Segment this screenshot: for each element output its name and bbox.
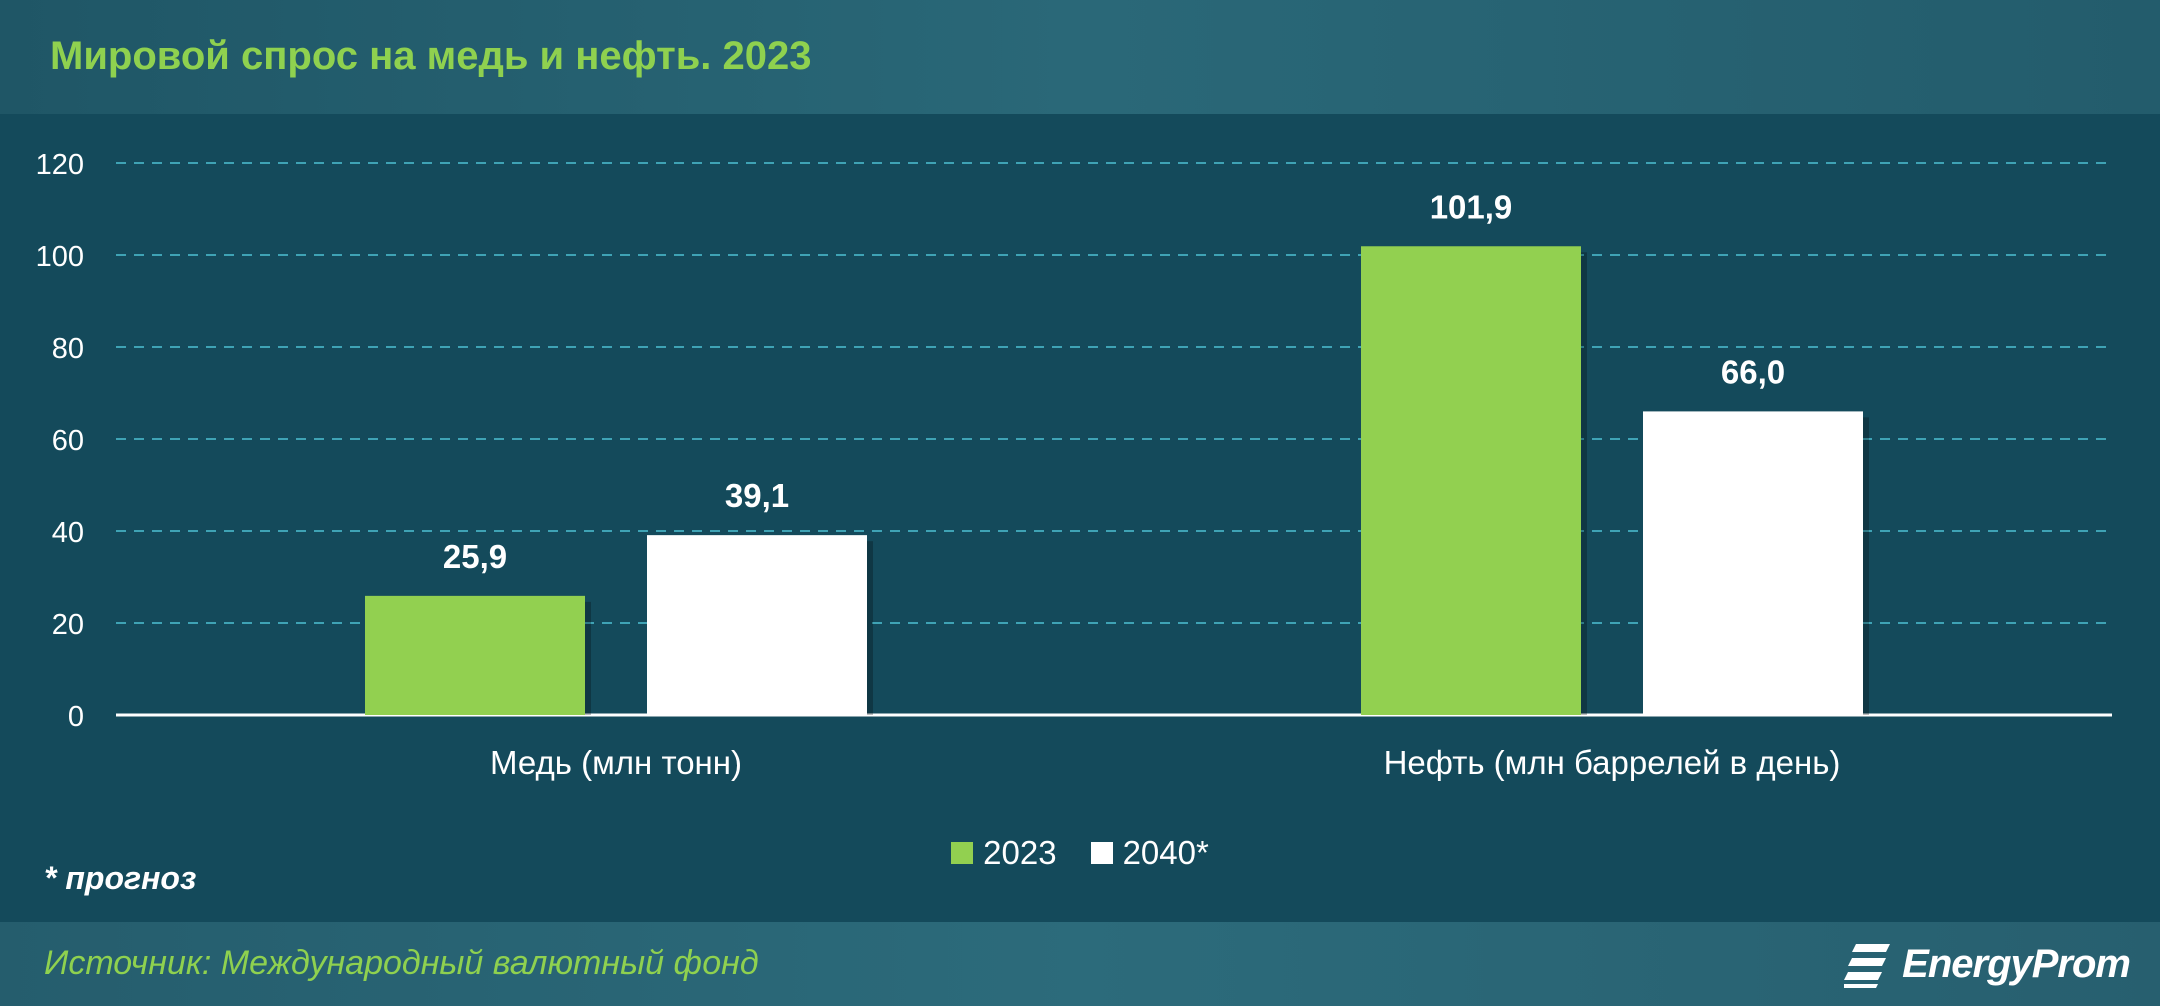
data-label: 101,9 [1430, 188, 1513, 225]
legend-item-2040: 2040* [1090, 834, 1209, 872]
chart-title: Мировой спрос на медь и нефть. 2023 [50, 34, 812, 78]
y-tick-label: 120 [36, 149, 84, 181]
bar-2023-1 [1361, 246, 1581, 715]
legend-swatch-2023 [951, 842, 974, 864]
bar-chart: 0 20 40 60 80 100 120 25,9 39,1 Медь (млн тонн) 10… [36, 149, 2112, 781]
bar-2040-0 [647, 535, 867, 715]
data-label: 66,0 [1721, 353, 1785, 390]
y-tick-label: 100 [36, 241, 84, 273]
x-category-label: Нефть (млн баррелей в день) [1384, 744, 1841, 781]
legend: 2023 2040* [0, 834, 2160, 872]
legend-label-2023: 2023 [983, 834, 1057, 871]
legend-label-2040: 2040* [1122, 834, 1209, 871]
y-tick-label: 0 [68, 701, 84, 733]
legend-swatch-2040 [1090, 842, 1113, 864]
logo-text: EnergyProm [1902, 941, 2131, 986]
y-tick-label: 20 [52, 609, 84, 641]
y-tick-label: 80 [52, 333, 84, 365]
source-note: Источник: Международный валютный фонд [44, 944, 759, 982]
footer: Источник: Международный валютный фонд En… [0, 922, 2160, 1006]
energyprom-logo-icon [1844, 944, 1891, 988]
legend-item-2023: 2023 [951, 834, 1057, 872]
data-label: 25,9 [443, 538, 507, 575]
footnote: * прогноз [44, 860, 197, 896]
y-tick-label: 40 [52, 517, 84, 549]
chart-header: Мировой спрос на медь и нефть. 2023 [0, 0, 2160, 114]
logo: EnergyProm [1844, 938, 2131, 990]
data-label: 39,1 [725, 477, 789, 514]
x-category-label: Медь (млн тонн) [490, 744, 742, 781]
bar-2023-0 [365, 595, 585, 715]
bar-2040-1 [1643, 411, 1863, 715]
y-tick-label: 60 [52, 425, 84, 457]
